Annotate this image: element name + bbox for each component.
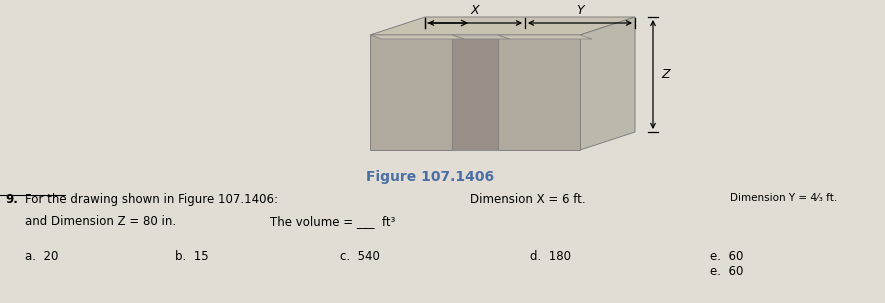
Text: b.  15: b. 15 (175, 250, 209, 263)
Text: e.  60: e. 60 (710, 265, 743, 278)
Text: a.  20: a. 20 (25, 250, 58, 263)
Polygon shape (370, 35, 452, 150)
Polygon shape (370, 17, 635, 35)
Text: Z: Z (661, 68, 670, 81)
Text: 9.: 9. (5, 193, 18, 206)
Text: For the drawing shown in Figure 107.1406:: For the drawing shown in Figure 107.1406… (25, 193, 278, 206)
Text: and Dimension Z = 80 in.: and Dimension Z = 80 in. (25, 215, 176, 228)
Text: Dimension Y = 4⁄₃ ft.: Dimension Y = 4⁄₃ ft. (730, 193, 837, 203)
Polygon shape (452, 35, 498, 150)
Polygon shape (498, 35, 592, 39)
Text: X: X (471, 4, 480, 17)
Polygon shape (580, 17, 635, 150)
Polygon shape (452, 35, 510, 39)
Text: e.  60: e. 60 (710, 250, 743, 263)
Text: d.  180: d. 180 (530, 250, 571, 263)
Text: c.  540: c. 540 (340, 250, 380, 263)
Polygon shape (498, 35, 580, 150)
Polygon shape (370, 35, 464, 39)
Text: Y: Y (576, 4, 584, 17)
Text: The volume = ___  ft³: The volume = ___ ft³ (270, 215, 396, 228)
Text: Figure 107.1406: Figure 107.1406 (366, 170, 494, 184)
Text: Dimension X = 6 ft.: Dimension X = 6 ft. (470, 193, 586, 206)
